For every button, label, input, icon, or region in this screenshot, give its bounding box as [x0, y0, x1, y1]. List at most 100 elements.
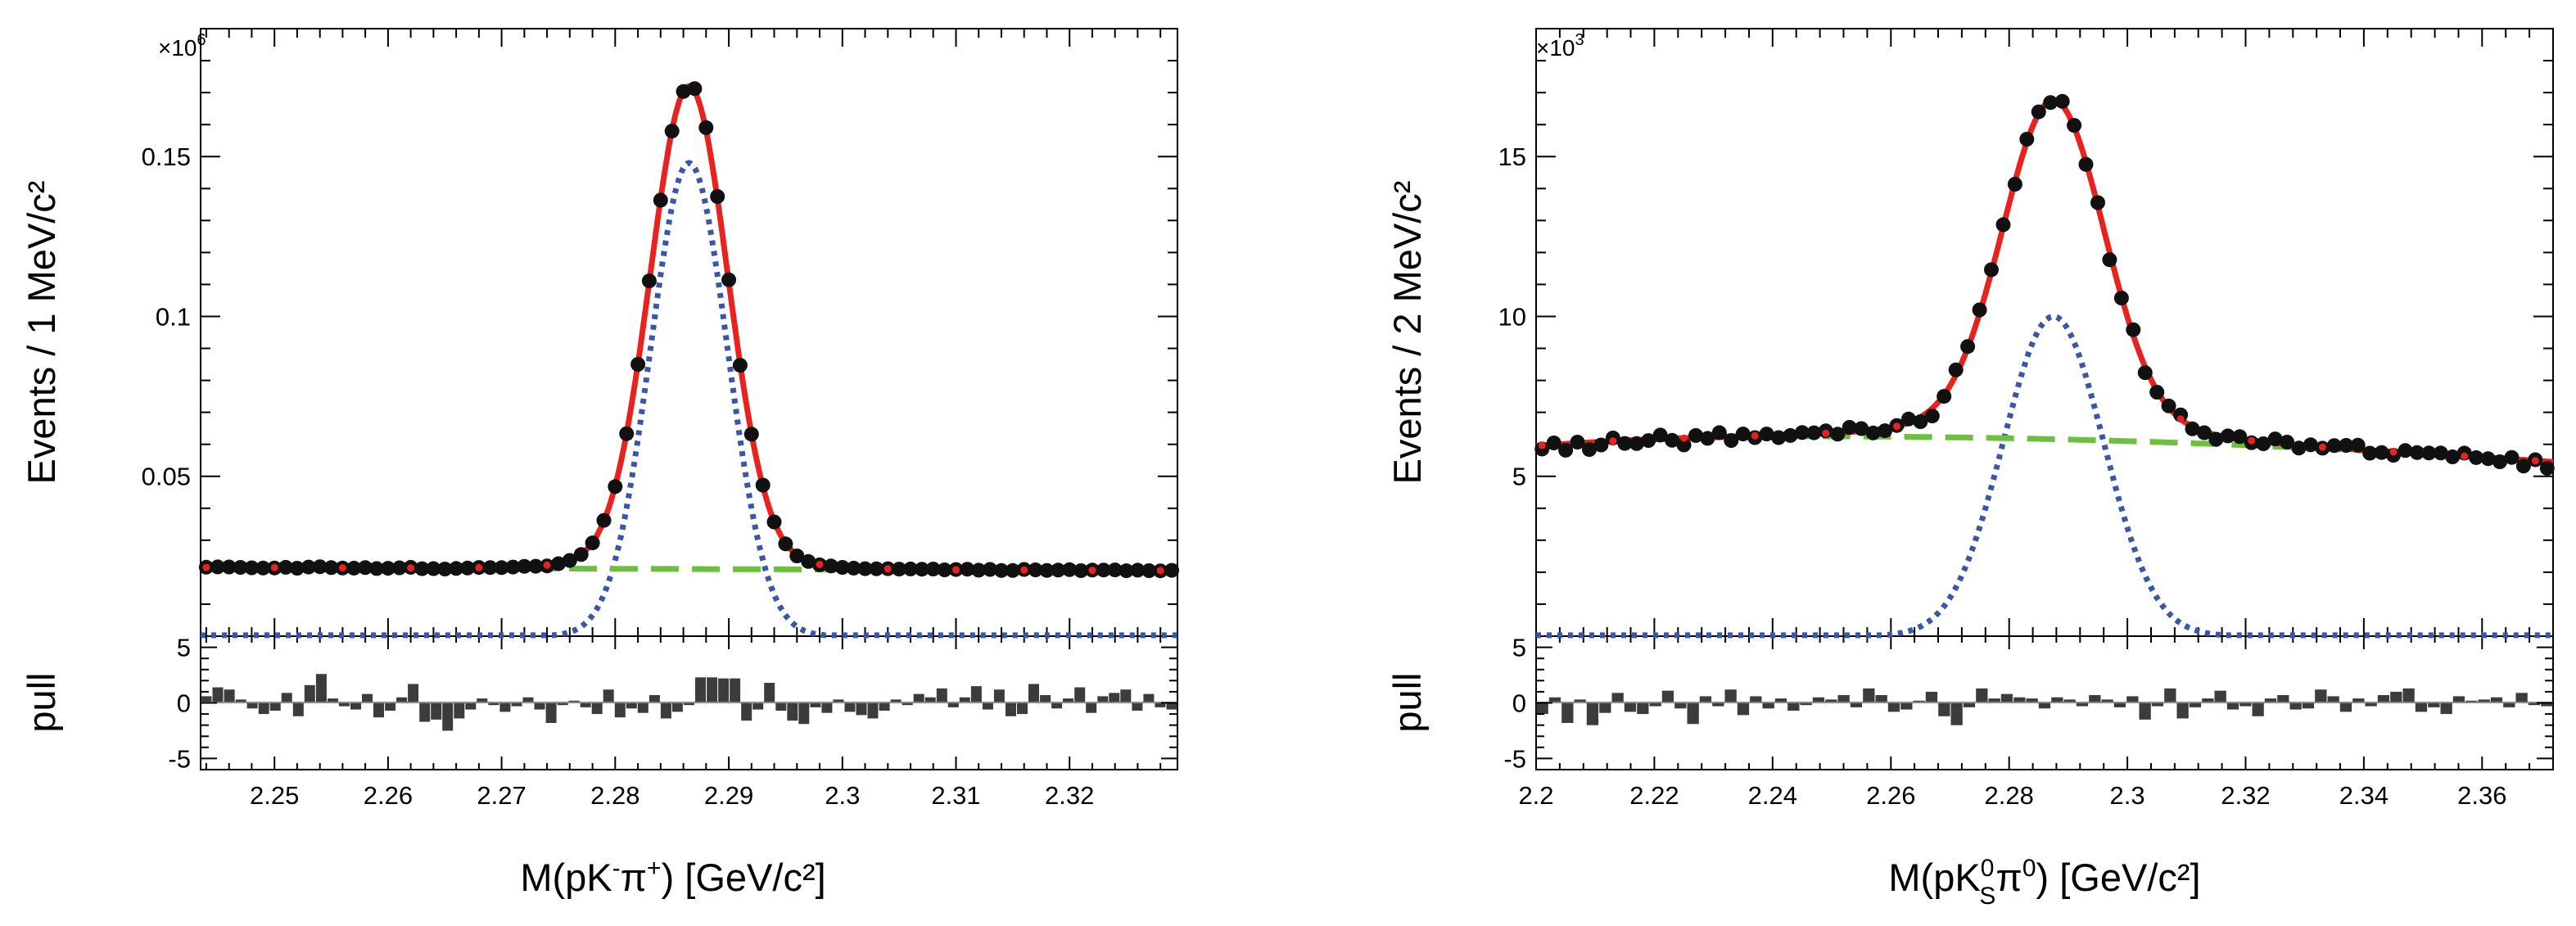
right-data-point: [2374, 445, 2389, 460]
left-pull-bar: [488, 702, 499, 706]
right-fit-marker: [1609, 437, 1617, 445]
right-main-frame: [1535, 28, 2554, 637]
right-data-point: [2362, 445, 2378, 461]
right-fit-marker: [2531, 457, 2539, 465]
right-pull-bar: [2252, 702, 2264, 716]
left-data-point: [834, 560, 850, 575]
right-pull-bar: [2189, 702, 2202, 707]
left-data-point: [698, 120, 714, 135]
right-pull-bar: [2226, 702, 2239, 710]
left-pull-bar: [787, 702, 798, 721]
right-pull-bar: [2202, 698, 2214, 703]
right-pull-bar: [2051, 697, 2063, 703]
left-x-tick-label: 2.3: [825, 781, 860, 810]
left-data-point: [301, 559, 316, 575]
left-data-point: [233, 560, 248, 575]
right-pull-bar: [1800, 702, 1812, 706]
left-data-point: [846, 560, 861, 576]
left-pull-bar: [1155, 702, 1166, 707]
left-data-point: [1051, 562, 1066, 578]
right-y-axis-title: Events / 2 MeV/c²: [1385, 181, 1429, 485]
right-pull-bar: [1624, 702, 1637, 712]
right-y-tick-label: 10: [1498, 303, 1526, 332]
left-main-ticks: [201, 28, 1177, 770]
left-pull-bar: [798, 702, 810, 725]
right-data-point: [2078, 156, 2094, 172]
right-pull-bar: [1561, 702, 1574, 723]
right-fit-marker: [2318, 443, 2326, 451]
left-pull-bar: [212, 687, 224, 703]
right-pull-bar: [1774, 698, 1787, 703]
left-data-point: [732, 358, 748, 373]
right-pull-bar: [1712, 702, 1724, 707]
right-data-point: [2113, 291, 2129, 305]
right-main-ticks: [1535, 28, 2554, 770]
right-pull-y-tick-label: 0: [1512, 689, 1526, 718]
left-data-point: [358, 560, 373, 576]
left-x-tick-label: 2.27: [477, 781, 526, 810]
left-pull-bar: [707, 677, 718, 703]
right-data-point: [1711, 425, 1727, 440]
left-pull-bar: [637, 702, 649, 713]
left-pull-bar: [350, 702, 361, 710]
right-pull-bar: [2164, 688, 2176, 703]
left-pull-bar: [970, 686, 982, 703]
right-pull-bar: [2490, 697, 2503, 703]
left-pull-bar: [1028, 684, 1039, 703]
left-pull-bar: [764, 683, 775, 703]
left-data-point: [619, 426, 635, 441]
right-pull-bar: [1812, 697, 1825, 703]
left-data-point: [1141, 563, 1157, 578]
left-pull-tick-labels: -5 0 5: [168, 634, 191, 774]
right-data-point: [1900, 411, 1916, 427]
right-pull-bar: [2503, 702, 2515, 707]
right-pull-bar: [1938, 702, 1950, 716]
left-data-point: [687, 81, 703, 97]
right-data-point: [2031, 104, 2046, 120]
left-pull-bar: [396, 697, 408, 703]
left-pull-bar: [408, 684, 419, 703]
left-pull-bar: [1143, 693, 1155, 703]
left-pull-bar: [775, 702, 787, 711]
left-pull-bar: [1063, 698, 1074, 703]
right-y-tick-labels: 5 10 15: [1498, 142, 1526, 491]
left-fit-marker: [1088, 567, 1096, 575]
right-pull-bar: [1925, 691, 1938, 703]
right-x-axis-title: M(pK0 Sπ0) [GeV/c²]: [1888, 855, 2200, 910]
right-data-point: [1629, 436, 1644, 451]
right-pull-bar: [2428, 702, 2440, 707]
left-data-point: [1039, 562, 1055, 578]
right-data-point: [1806, 425, 1822, 440]
right-pull-bar: [1950, 702, 1963, 725]
left-pull-bar: [684, 702, 694, 706]
right-pull-bar: [1536, 702, 1548, 715]
left-pull-bar: [269, 702, 281, 711]
left-pull-axis-title: pull: [20, 672, 63, 732]
left-fit-marker: [1156, 567, 1164, 575]
right-fit-marker: [1538, 441, 1546, 449]
right-data-point: [2161, 398, 2176, 413]
right-pull-bar: [2415, 702, 2428, 712]
right-data-point: [2303, 437, 2318, 453]
right-data-point: [2137, 365, 2153, 381]
left-pull-bar: [660, 702, 671, 719]
left-pull-bar: [442, 702, 454, 731]
left-data-point: [789, 549, 805, 563]
right-data-points: [1534, 93, 2555, 476]
right-x-tick-label: 2.34: [2339, 781, 2388, 810]
left-data-point: [823, 558, 838, 574]
chart-right: 5 10 15 -5 0 5 2.2 2.22 2.24 2.26 2.28 2.3 2.32 2.3…: [1385, 28, 2555, 910]
right-data-point: [1995, 217, 2011, 233]
left-pull-y-tick-label: 0: [177, 689, 191, 718]
right-data-point: [2539, 460, 2555, 476]
left-y-tick-label: 0.15: [142, 142, 191, 171]
left-pull-bar: [511, 702, 522, 707]
right-pull-bar: [2289, 702, 2302, 710]
right-y-tick-label: 15: [1498, 142, 1526, 171]
left-pull-bar: [258, 702, 269, 715]
right-data-point: [1948, 362, 1964, 377]
right-data-point: [1593, 437, 1609, 453]
left-data-point: [755, 477, 771, 493]
left-data-point: [743, 427, 759, 442]
left-data-point: [278, 559, 293, 575]
